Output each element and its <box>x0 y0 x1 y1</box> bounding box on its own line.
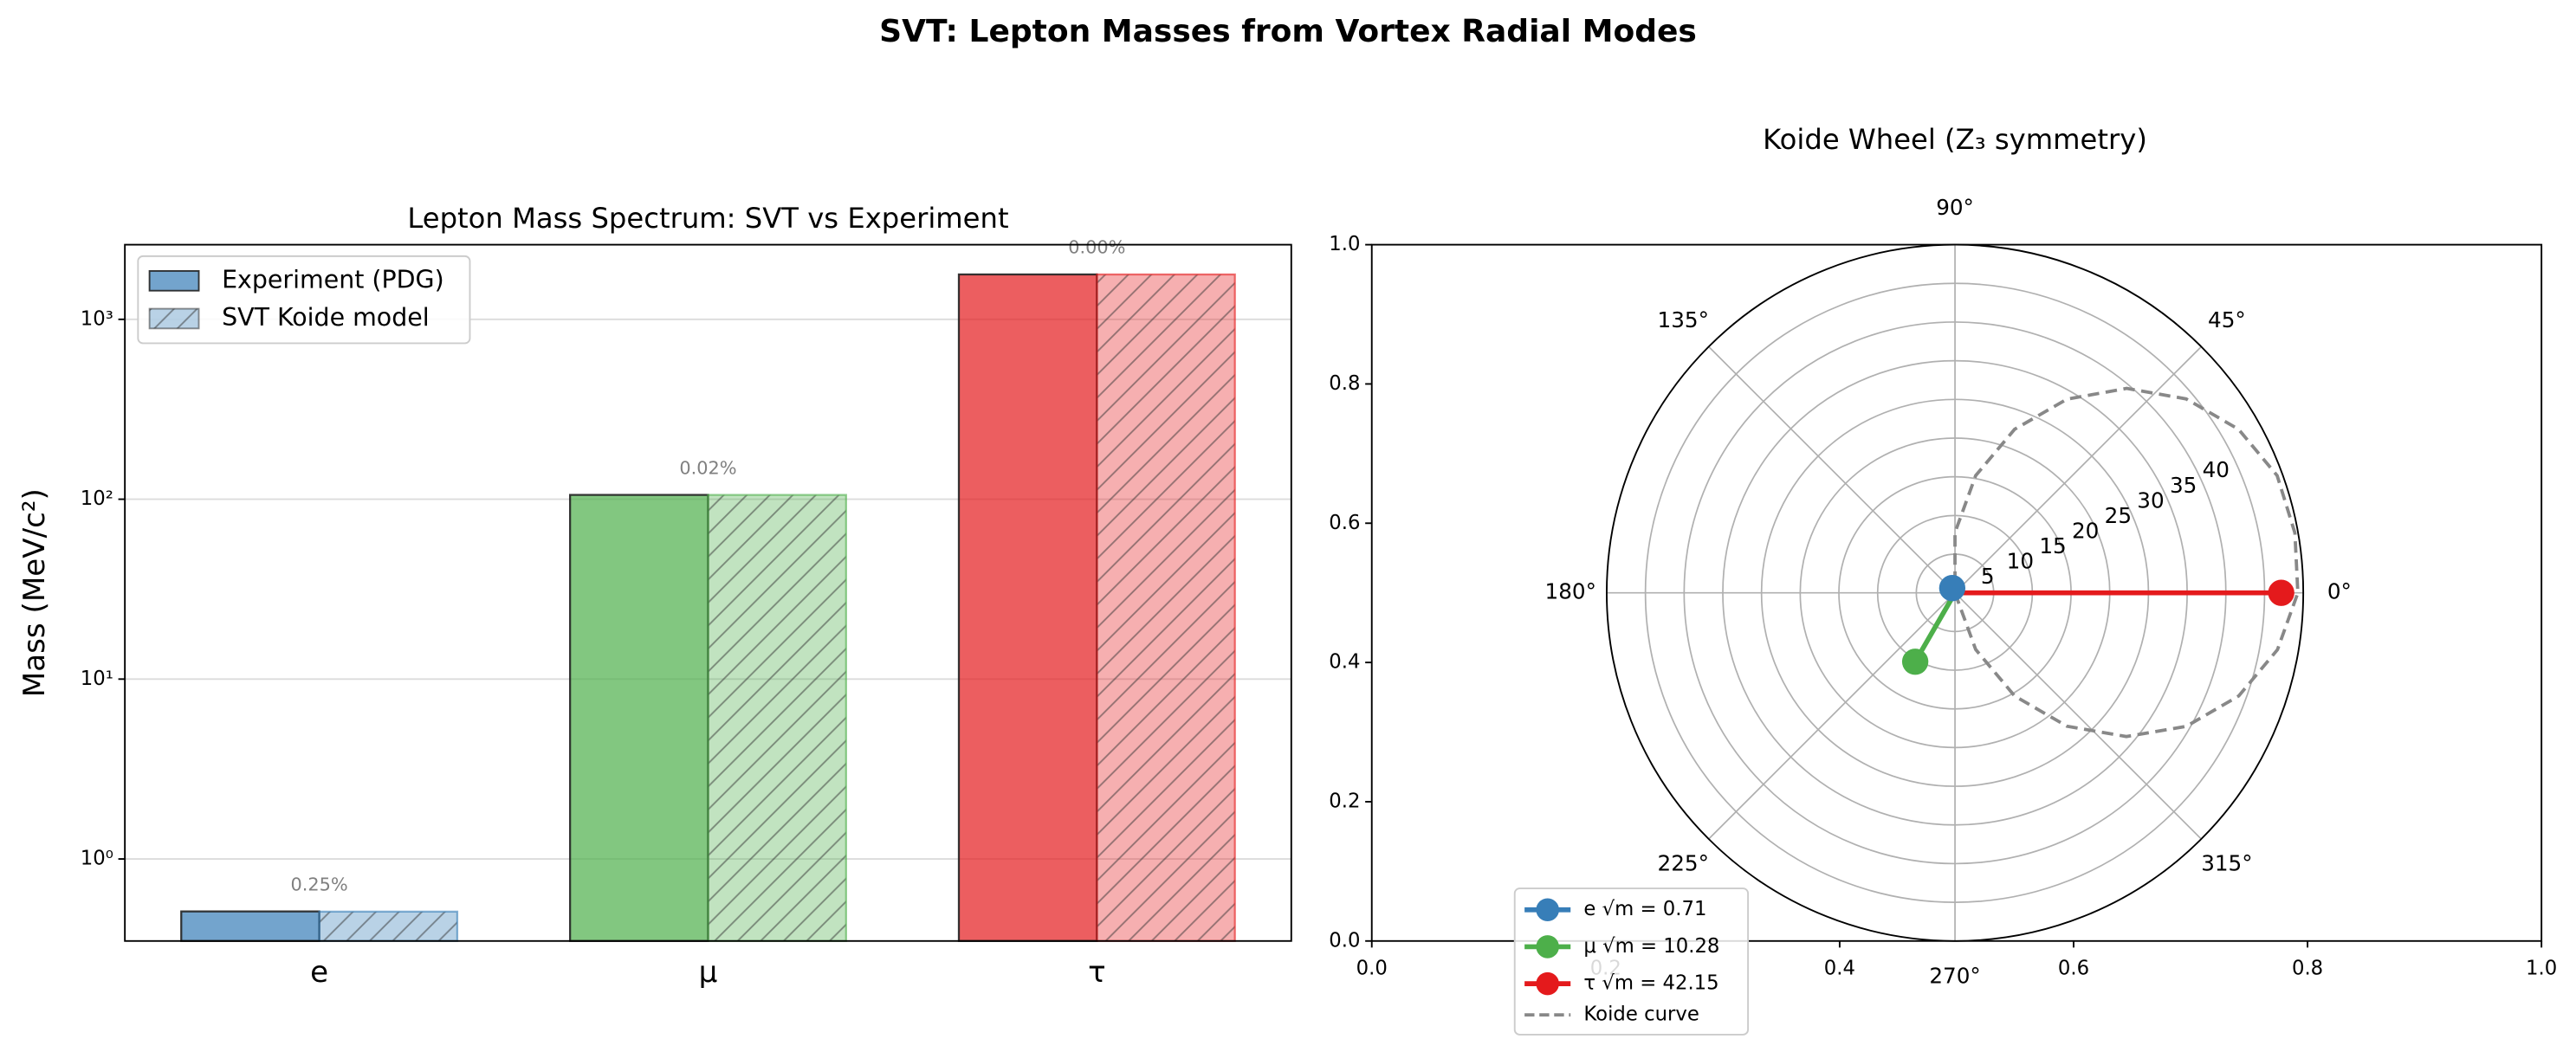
legend-label: Experiment (PDG) <box>222 265 444 294</box>
polar-frame <box>1606 243 2305 942</box>
annotation: 0.02% <box>679 457 736 478</box>
chart-title: Lepton Mass Spectrum: SVT vs Experiment <box>407 202 1008 235</box>
bar <box>1096 273 1236 942</box>
r-tick-label: 5 <box>1981 564 1995 589</box>
y-tick-label: 0.2 <box>1329 790 1360 812</box>
bar <box>318 910 459 942</box>
koide-curve <box>1953 386 2300 739</box>
legend-box <box>1513 887 1750 1036</box>
x-tick-label: 0.8 <box>2292 958 2323 980</box>
theta-tick-label: 0° <box>2327 579 2352 604</box>
legend-label: μ √m = 10.28 <box>1583 935 1719 958</box>
legend-label: e √m = 0.71 <box>1583 898 1706 920</box>
legend-swatch <box>148 307 200 330</box>
vector-line <box>1913 591 1958 663</box>
theta-tick-label: 225° <box>1658 851 1709 876</box>
r-tick-label: 30 <box>2137 487 2164 513</box>
annotation: 0.25% <box>290 874 347 894</box>
r-tick-label: 20 <box>2072 518 2099 543</box>
plot-frame <box>124 243 1292 942</box>
y-tick-label: 1.0 <box>1329 233 1360 255</box>
y-axis-label: Mass (MeV/c²) <box>17 488 52 697</box>
x-tick-label: e <box>310 955 328 990</box>
theta-grid-line <box>1954 592 2202 840</box>
y-tick-label: 0.4 <box>1329 651 1360 674</box>
r-tick-label: 10 <box>2007 549 2034 574</box>
r-tick-label: 15 <box>2039 533 2066 558</box>
theta-grid-line <box>1708 345 1956 594</box>
legend-marker <box>1536 971 1559 996</box>
figure-title: SVT: Lepton Masses from Vortex Radial Mo… <box>879 14 1697 49</box>
y-tick-label: 0.0 <box>1329 929 1360 952</box>
x-tick-label: μ <box>699 955 718 990</box>
legend-label: Koide curve <box>1583 1004 1699 1026</box>
theta-tick-label: 315° <box>2201 851 2252 876</box>
point-marker <box>1901 649 1929 675</box>
legend-marker <box>1536 898 1559 922</box>
y-tick-label: 0.8 <box>1329 372 1360 395</box>
y-tick-label: 10¹ <box>81 668 113 690</box>
r-tick-label: 35 <box>2170 473 2197 498</box>
point-marker <box>1938 575 1966 602</box>
theta-tick-label: 45° <box>2208 307 2246 332</box>
bar <box>957 273 1098 942</box>
legend-swatch <box>148 270 200 292</box>
legend-label: τ √m = 42.15 <box>1583 972 1718 995</box>
bar <box>568 494 709 942</box>
x-tick-label: 0.6 <box>2058 958 2089 980</box>
theta-tick-label: 135° <box>1658 307 1709 332</box>
r-tick-label: 40 <box>2203 457 2230 482</box>
x-tick-label: 0.4 <box>1824 958 1855 980</box>
y-tick-label: 10³ <box>81 307 113 330</box>
y-tick-label: 10² <box>81 487 113 510</box>
bar <box>180 910 320 942</box>
theta-tick-label: 180° <box>1545 579 1596 604</box>
annotation: 0.00% <box>1068 237 1125 258</box>
legend-label: SVT Koide model <box>222 303 430 332</box>
theta-tick-label: 90° <box>1936 195 1974 220</box>
chart-title: Koide Wheel (Z₃ symmetry) <box>1763 123 2147 156</box>
y-tick-label: 0.6 <box>1329 512 1360 534</box>
x-tick-label: τ <box>1088 955 1106 990</box>
legend-box <box>137 255 471 345</box>
x-tick-label: 1.0 <box>2526 958 2557 980</box>
theta-grid-line <box>1708 592 1956 840</box>
point-marker <box>2268 579 2294 606</box>
theta-tick-label: 270° <box>1929 964 1980 989</box>
y-tick-label: 10⁰ <box>81 848 113 870</box>
theta-grid-line <box>1954 345 2202 594</box>
x-tick-label: 0.0 <box>1356 958 1388 980</box>
legend-marker <box>1536 935 1559 958</box>
bar <box>707 494 847 942</box>
r-tick-label: 25 <box>2105 503 2132 528</box>
